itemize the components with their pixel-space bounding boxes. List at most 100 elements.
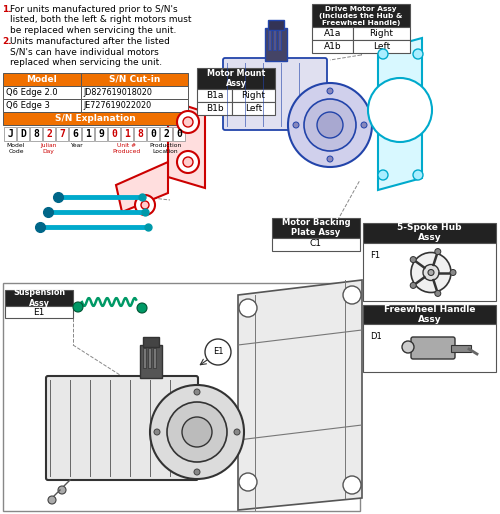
Circle shape [413, 170, 423, 180]
Text: Model
Code: Model Code [7, 143, 25, 154]
Text: A1b: A1b [324, 42, 342, 51]
Text: 0: 0 [176, 129, 182, 139]
Circle shape [183, 117, 193, 127]
Polygon shape [168, 100, 205, 188]
Circle shape [327, 156, 333, 162]
Bar [273, 30, 276, 50]
Circle shape [402, 341, 414, 353]
Bar [95, 127, 107, 141]
Bar [268, 20, 284, 30]
Circle shape [194, 469, 200, 475]
Circle shape [423, 265, 439, 281]
Circle shape [343, 476, 361, 494]
Bar [353, 41, 410, 53]
Text: C1: C1 [310, 240, 322, 248]
Circle shape [177, 111, 199, 133]
Text: A1a: A1a [324, 29, 342, 39]
Circle shape [137, 303, 147, 313]
Bar [3, 86, 80, 99]
Text: 7: 7 [59, 129, 65, 139]
Text: D: D [20, 129, 26, 139]
Bar [265, 28, 287, 61]
Bar [3, 73, 80, 86]
Text: Left: Left [373, 42, 390, 51]
Bar [5, 306, 73, 318]
Circle shape [239, 473, 257, 491]
Circle shape [413, 49, 423, 59]
Bar [312, 27, 353, 41]
Bar [272, 218, 360, 237]
Text: Q6 Edge 2.0: Q6 Edge 2.0 [6, 88, 58, 97]
Bar [140, 345, 162, 378]
Bar [232, 89, 275, 102]
Bar [3, 283, 360, 511]
FancyBboxPatch shape [46, 376, 198, 480]
Text: B1a: B1a [206, 91, 223, 100]
Circle shape [368, 78, 432, 142]
Bar [4, 127, 16, 141]
Circle shape [177, 151, 199, 173]
Circle shape [58, 486, 66, 494]
Text: JD827619018020: JD827619018020 [84, 88, 152, 97]
FancyBboxPatch shape [411, 337, 455, 359]
Circle shape [141, 201, 149, 209]
Text: Drive Motor Assy
(Includes the Hub &
Freewheel Handle): Drive Motor Assy (Includes the Hub & Fre… [320, 6, 402, 26]
Text: 1: 1 [85, 129, 91, 139]
Circle shape [183, 157, 193, 167]
Circle shape [194, 389, 200, 395]
Circle shape [428, 269, 434, 276]
Bar [173, 127, 185, 141]
Text: Production
Location: Production Location [150, 143, 182, 154]
Bar [17, 127, 29, 141]
Text: S/N Cut-in: S/N Cut-in [108, 75, 160, 84]
Text: D1: D1 [370, 332, 382, 341]
Text: Motor Backing
Plate Assy: Motor Backing Plate Assy [282, 218, 350, 237]
Bar [353, 27, 410, 41]
Text: Freewheel Handle
Assy: Freewheel Handle Assy [384, 305, 475, 324]
Circle shape [435, 290, 441, 297]
Bar [363, 243, 496, 301]
Bar [363, 304, 496, 324]
Bar [82, 127, 94, 141]
Circle shape [48, 496, 56, 504]
Bar [147, 127, 159, 141]
Text: E1: E1 [34, 307, 44, 317]
Text: 9: 9 [98, 129, 104, 139]
Text: Units manufactured after the listed
S/N's can have individual motors
replaced wh: Units manufactured after the listed S/N'… [10, 37, 170, 67]
Circle shape [378, 49, 388, 59]
Circle shape [288, 83, 372, 167]
Bar [80, 73, 188, 86]
Bar [451, 345, 471, 352]
Text: 6: 6 [72, 129, 78, 139]
Circle shape [234, 429, 240, 435]
Text: Q6 Edge 3: Q6 Edge 3 [6, 101, 50, 110]
FancyBboxPatch shape [223, 58, 327, 130]
Circle shape [343, 286, 361, 304]
Circle shape [239, 299, 257, 317]
Bar [69, 127, 81, 141]
Bar [43, 127, 55, 141]
Circle shape [154, 429, 160, 435]
Circle shape [167, 402, 227, 462]
Bar [143, 348, 146, 368]
Bar [143, 337, 159, 347]
Text: JE727619022020: JE727619022020 [84, 101, 152, 110]
Text: 0: 0 [111, 129, 117, 139]
Circle shape [327, 88, 333, 94]
Bar [363, 223, 496, 243]
Bar [3, 99, 80, 112]
Text: 0: 0 [150, 129, 156, 139]
Bar [5, 290, 73, 306]
Text: Suspension
Assy: Suspension Assy [13, 288, 65, 308]
Bar [268, 30, 271, 50]
Text: E1: E1 [213, 347, 223, 357]
Text: J: J [7, 129, 13, 139]
Circle shape [293, 122, 299, 128]
Circle shape [435, 249, 441, 254]
Circle shape [205, 339, 231, 365]
Bar [56, 127, 68, 141]
Polygon shape [116, 162, 168, 212]
Bar [312, 4, 410, 27]
Text: 8: 8 [33, 129, 39, 139]
Circle shape [410, 282, 416, 288]
